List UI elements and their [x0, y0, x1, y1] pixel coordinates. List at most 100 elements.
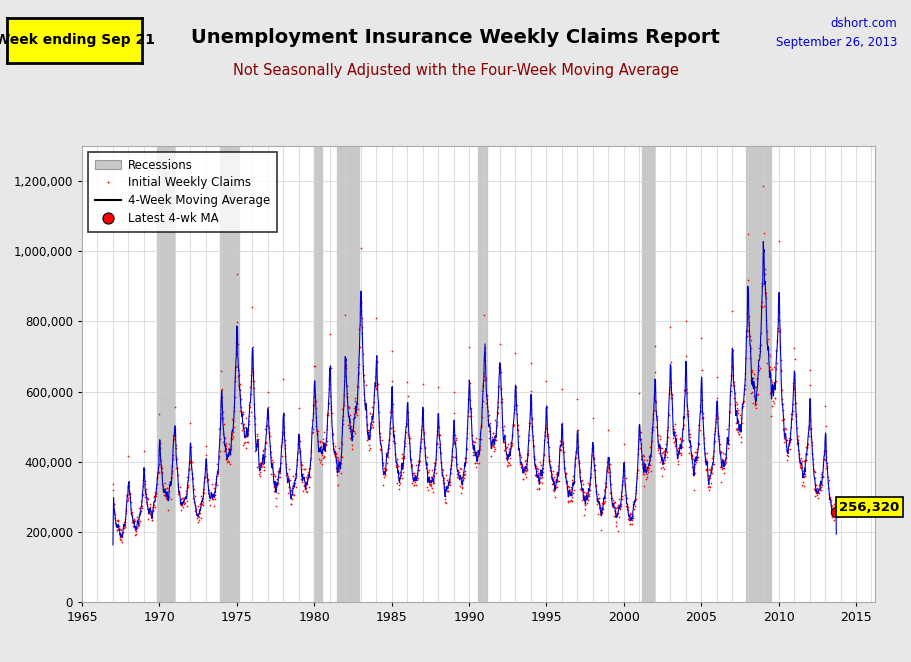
Point	[636, 449, 650, 460]
Point	[333, 457, 348, 468]
Point	[454, 464, 468, 475]
Point	[526, 434, 540, 445]
Point	[237, 438, 251, 448]
Text: 256,320: 256,320	[839, 500, 900, 514]
Point	[747, 381, 762, 392]
Point	[314, 459, 329, 469]
Point	[169, 451, 183, 462]
Point	[410, 469, 425, 480]
Point	[425, 476, 440, 487]
Point	[492, 362, 507, 373]
Point	[515, 463, 529, 473]
Point	[343, 426, 357, 436]
Point	[457, 459, 472, 470]
Point	[581, 490, 596, 500]
Point	[641, 463, 656, 473]
Point	[732, 428, 746, 439]
Point	[446, 430, 461, 440]
Point	[395, 473, 410, 483]
Point	[262, 427, 277, 438]
Point	[440, 482, 455, 493]
Point	[477, 348, 492, 358]
Point	[655, 470, 670, 481]
Point	[313, 442, 328, 452]
Point	[344, 434, 359, 445]
Point	[713, 446, 728, 456]
Point	[431, 381, 445, 392]
Point	[196, 496, 210, 507]
Point	[760, 358, 774, 369]
Point	[391, 461, 405, 471]
Point	[493, 366, 507, 377]
Point	[432, 430, 446, 440]
Point	[697, 448, 711, 459]
Point	[648, 367, 662, 377]
Point	[154, 462, 169, 473]
Point	[374, 434, 389, 445]
Point	[139, 493, 154, 504]
Point	[641, 463, 656, 473]
Point	[489, 416, 504, 427]
Point	[138, 491, 153, 502]
Point	[405, 475, 420, 486]
Point	[428, 468, 443, 479]
Point	[433, 439, 447, 449]
Point	[150, 467, 165, 477]
Point	[168, 424, 182, 434]
Point	[608, 508, 622, 518]
Point	[764, 410, 779, 421]
Point	[310, 428, 324, 439]
Point	[324, 404, 339, 415]
Point	[202, 495, 217, 505]
Point	[425, 472, 439, 483]
Point	[171, 479, 186, 489]
Point	[432, 429, 446, 440]
Point	[188, 491, 202, 501]
Point	[587, 459, 601, 470]
Point	[670, 453, 684, 463]
Point	[567, 476, 581, 487]
Point	[800, 449, 814, 459]
Point	[182, 457, 197, 468]
Point	[718, 455, 732, 465]
Point	[532, 477, 547, 487]
Point	[378, 465, 393, 475]
Point	[763, 387, 778, 398]
Point	[272, 466, 287, 477]
Point	[335, 411, 350, 422]
Point	[711, 430, 726, 440]
Point	[704, 467, 719, 478]
Point	[754, 328, 769, 338]
Point	[318, 439, 333, 449]
Point	[231, 339, 246, 350]
Point	[357, 376, 372, 387]
Point	[821, 472, 835, 483]
Point	[304, 446, 319, 457]
Point	[162, 479, 177, 490]
Point	[230, 371, 245, 381]
Point	[482, 418, 496, 428]
Point	[371, 397, 385, 408]
Point	[512, 449, 527, 460]
Point	[417, 429, 432, 440]
Point	[213, 422, 228, 433]
Point	[805, 449, 820, 459]
Point	[429, 446, 444, 456]
Point	[328, 446, 343, 456]
Point	[350, 399, 364, 409]
Point	[716, 456, 731, 467]
Point	[288, 469, 302, 479]
Point	[286, 489, 301, 500]
Point	[149, 479, 164, 489]
Point	[276, 373, 291, 384]
Point	[135, 489, 149, 499]
Point	[273, 442, 288, 453]
Point	[522, 418, 537, 428]
Point	[683, 448, 698, 458]
Point	[347, 409, 362, 420]
Point	[295, 475, 310, 486]
Point	[124, 508, 138, 518]
Point	[200, 471, 214, 481]
Point	[348, 396, 363, 406]
Point	[814, 482, 828, 493]
